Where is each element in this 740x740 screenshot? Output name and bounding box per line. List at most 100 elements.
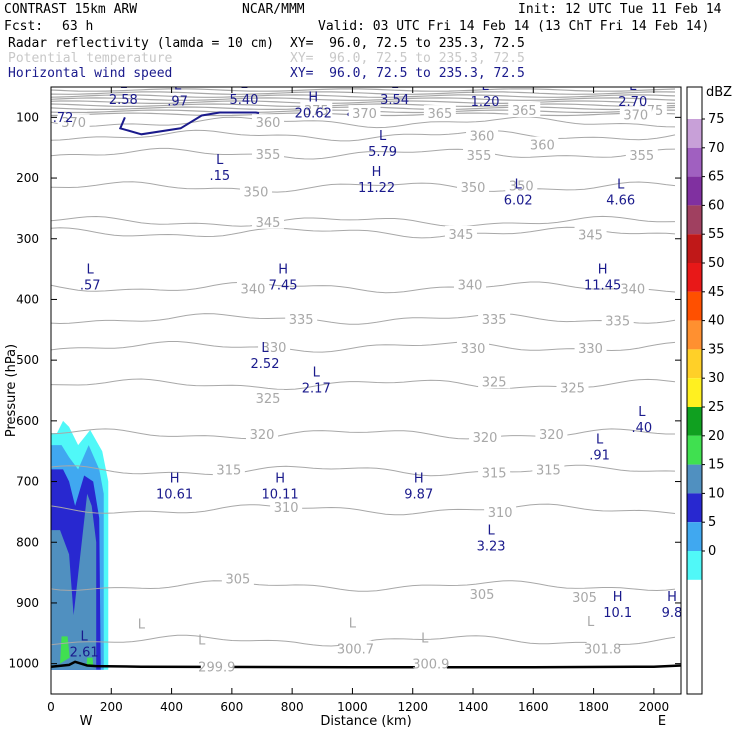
- wind-extremum-value: 5.79: [368, 145, 397, 160]
- theta-label: 310: [488, 506, 513, 521]
- wind-extremum-mark: H: [275, 472, 285, 487]
- wind-extremum-mark: H: [613, 590, 623, 605]
- wind-extremum-value: 7.45: [269, 278, 298, 293]
- theta-label: 345: [578, 229, 603, 244]
- wind-extremum-value: 1.20: [471, 95, 500, 110]
- x-tick-label: 600: [220, 700, 243, 714]
- reflectivity-band-25b: [86, 657, 94, 666]
- y-tick-label: 400: [16, 292, 39, 306]
- wind-extremum-mark: L: [638, 405, 646, 420]
- theta-line: [51, 97, 676, 101]
- theta-line: [51, 94, 676, 98]
- theta-line: [51, 313, 676, 325]
- colorbar-swatch: [687, 407, 702, 436]
- colorbar-label: 20: [708, 429, 725, 444]
- wind-extremum-value: 2.52: [251, 357, 280, 372]
- y-tick-label: 200: [16, 171, 39, 185]
- header-valid: Valid: 03 UTC Fri 14 Feb 14 (13 ChT Fri …: [318, 19, 710, 34]
- wind-extremum-mark: L: [81, 630, 89, 645]
- theta-line: [51, 503, 676, 516]
- theta-line: [51, 226, 676, 239]
- x-tick-label: 1200: [397, 700, 428, 714]
- wind-extremum-value: 20.62: [295, 107, 332, 122]
- colorbar-swatch: [687, 176, 702, 206]
- x-tick-label: 1000: [337, 700, 368, 714]
- theta-label: 330: [262, 341, 287, 356]
- theta-contours: [51, 88, 676, 647]
- header-fcst-value: 63 h: [62, 19, 94, 34]
- colorbar-label: 25: [708, 400, 725, 415]
- theta-label: 305: [470, 588, 495, 603]
- reflectivity-layer: [51, 420, 109, 670]
- theta-label: 335: [605, 315, 630, 330]
- wind-extremum-value: 10.1: [603, 606, 632, 621]
- wind-extremum-value: 2.17: [302, 382, 331, 397]
- field3-label: Horizontal wind speed: [8, 66, 173, 81]
- theta-line: [51, 100, 676, 105]
- theta-label: 345: [449, 228, 474, 243]
- theta-label: 299.9: [198, 661, 235, 676]
- field2-xy: XY= 96.0, 72.5 to 235.3, 72.5: [290, 51, 525, 66]
- theta-label: 370: [61, 116, 86, 131]
- theta-line: [51, 88, 676, 92]
- y-tick-label: 500: [16, 353, 39, 367]
- x-tick-label: 200: [100, 700, 123, 714]
- y-tick-label: 600: [16, 414, 39, 428]
- x-axis-label: Distance (km): [320, 714, 411, 729]
- y-tick-label: 100: [16, 110, 39, 124]
- theta-label: 315: [216, 463, 241, 478]
- theta-line: [51, 129, 676, 142]
- theta-extremum-mark: L: [587, 615, 595, 630]
- wind-extremum-value: .72: [53, 111, 74, 126]
- x-end-label-west: W: [80, 714, 93, 729]
- theta-label: 315: [536, 463, 561, 478]
- colorbar-swatch: [687, 378, 702, 407]
- colorbar-unit: dBZ: [706, 85, 732, 100]
- theta-label: 335: [289, 313, 314, 328]
- y-tick-label: 900: [16, 596, 39, 610]
- colorbar-label: 70: [708, 141, 725, 156]
- x-tick-label: 1400: [458, 700, 489, 714]
- header-init: Init: 12 UTC Tue 11 Feb 14: [518, 2, 722, 17]
- wind-extremum-mark: L: [120, 77, 128, 92]
- wind-extremum-mark: H: [308, 91, 318, 106]
- wind-extremum-mark: H: [170, 472, 180, 487]
- colorbar-label: 60: [708, 198, 725, 213]
- y-tick-label: 300: [16, 232, 39, 246]
- theta-label: 365: [512, 104, 537, 119]
- wind-extremum-mark: L: [487, 523, 495, 538]
- theta-line: [51, 428, 675, 440]
- wind-extremum-value: .91: [589, 448, 610, 463]
- theta-label: 345: [256, 216, 281, 231]
- theta-line: [51, 181, 676, 193]
- theta-label: 300.7: [337, 642, 374, 657]
- ground-surface-line: [51, 660, 681, 669]
- theta-label: 325: [256, 392, 281, 407]
- y-axis-label: Pressure (hPa): [4, 344, 19, 437]
- colorbar-swatch: [687, 263, 702, 292]
- colorbar-swatch: [687, 320, 702, 350]
- theta-label: 370: [623, 108, 648, 123]
- theta-label: 310: [274, 501, 299, 516]
- theta-extremum-mark: L: [421, 632, 429, 647]
- theta-label: 360: [530, 139, 555, 154]
- wind-extremum-value: .15: [209, 169, 230, 184]
- colorbar-swatch: [687, 291, 702, 321]
- theta-label: 320: [473, 431, 498, 446]
- theta-label: 370: [352, 107, 377, 122]
- wind-extremum-value: 2.61: [70, 646, 99, 661]
- wind-extremum-value: 9.87: [404, 488, 433, 503]
- wind-extremum-mark: L: [481, 79, 489, 94]
- theta-label: 325: [560, 381, 585, 396]
- header-title-left: CONTRAST 15km ARW: [4, 2, 138, 17]
- colorbar-swatch: [687, 349, 702, 379]
- colorbar-label: 40: [708, 314, 725, 329]
- wind-extremum-mark: L: [174, 78, 182, 93]
- theta-label: 320: [539, 428, 564, 443]
- theta-label: 305: [572, 591, 597, 606]
- wind-extremum-mark: H: [598, 262, 608, 277]
- wind-extremum-mark: L: [87, 262, 95, 277]
- theta-label: 355: [256, 148, 281, 163]
- wind-extremum-value: .97: [167, 94, 188, 109]
